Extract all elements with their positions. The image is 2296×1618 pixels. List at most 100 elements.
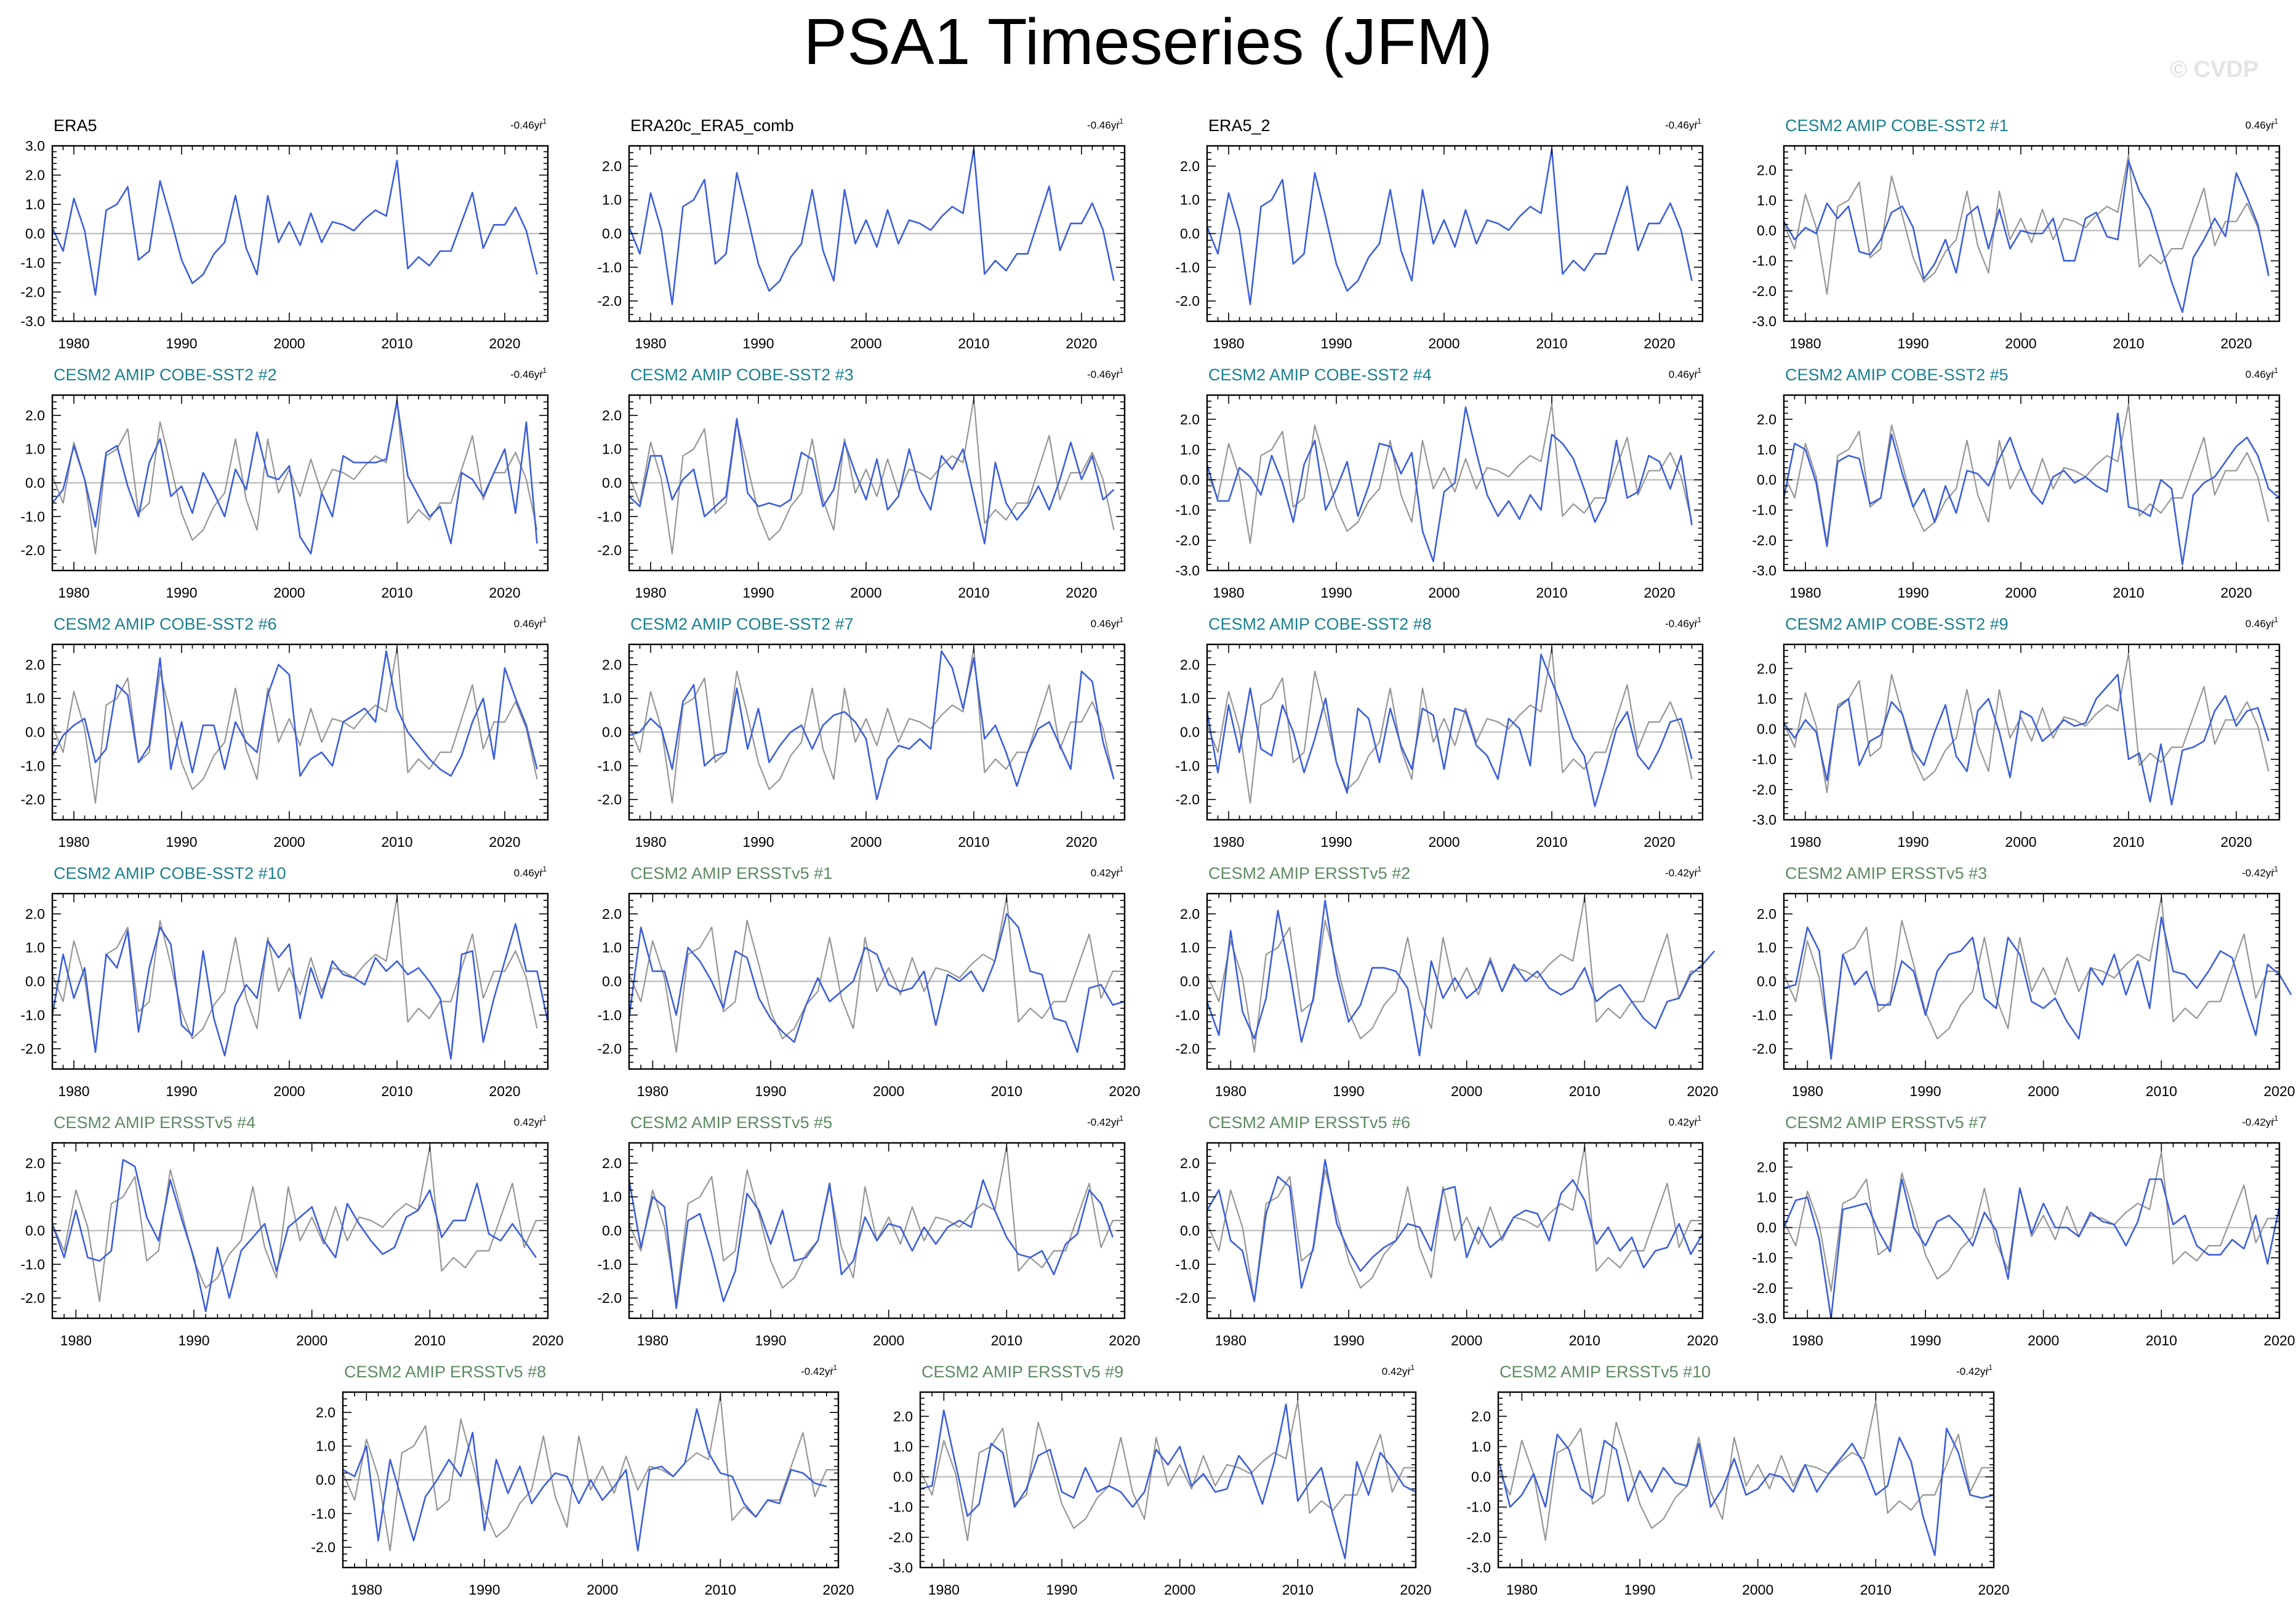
x-tick-label: 1990	[1909, 1083, 1941, 1099]
trend-exponent: -1	[1117, 865, 1123, 873]
trend-exponent: -1	[1117, 366, 1123, 375]
x-tick-label: 2010	[958, 585, 989, 601]
x-tick-label: 2000	[1451, 1332, 1482, 1348]
timeseries-panel: CESM2 AMIP COBE-SST2 #9 0.46yr-1 -3.0 -2.0 -…	[1752, 615, 2281, 850]
y-tick-label: -3.0	[1466, 1560, 1491, 1576]
y-tick-label: -2.0	[1752, 283, 1776, 299]
y-tick-label: -1.0	[597, 1256, 622, 1272]
timeseries-panel: CESM2 AMIP ERSSTv5 #6 0.42yr-1 -2.0 -1.0 0.0…	[1175, 1113, 1718, 1348]
x-tick-label: 2020	[1644, 335, 1675, 351]
x-tick-label: 2010	[705, 1582, 736, 1598]
x-tick-label: 2020	[2220, 834, 2252, 850]
x-tick-label: 2010	[2146, 1332, 2177, 1348]
series-line-model	[51, 650, 538, 777]
x-tick-label: 1980	[351, 1582, 382, 1598]
panel-title: CESM2 AMIP COBE-SST2 #6	[54, 615, 277, 633]
y-tick-label: 1.0	[25, 441, 45, 457]
x-tick-label: 2010	[2113, 585, 2144, 601]
y-tick-label: 0.0	[1180, 724, 1200, 740]
series-line-observed	[628, 896, 1125, 1053]
x-tick-label: 2020	[1644, 834, 1675, 850]
y-tick-label: -3.0	[1752, 563, 1776, 579]
series-line-model	[628, 913, 1125, 1053]
y-tick-label: -3.0	[1175, 563, 1200, 579]
panel-title: CESM2 AMIP COBE-SST2 #8	[1208, 615, 1432, 633]
timeseries-panel: CESM2 AMIP COBE-SST2 #6 0.46yr-1 -2.0 -1.0 0…	[20, 615, 549, 850]
series-line-model	[628, 148, 1115, 305]
y-tick-label: 1.0	[1180, 691, 1200, 707]
x-tick-label: 2020	[2220, 585, 2252, 601]
x-tick-label: 1980	[58, 834, 89, 850]
y-tick-label: 0.0	[602, 475, 622, 491]
trend-exponent: -1	[2271, 366, 2278, 375]
y-tick-label: 1.0	[316, 1438, 335, 1454]
series-line-model	[51, 401, 538, 555]
x-tick-label: 1980	[1215, 1332, 1246, 1348]
y-tick-label: 2.0	[1180, 1155, 1200, 1171]
series-line-model	[51, 1159, 537, 1313]
trend-exponent: -1	[540, 117, 547, 126]
series-line-model	[1783, 673, 2270, 806]
y-tick-label: 0.0	[1757, 974, 1776, 990]
y-tick-label: 0.0	[1757, 721, 1776, 737]
x-tick-label: 2010	[958, 335, 989, 351]
y-tick-label: 2.0	[1757, 660, 1776, 676]
y-tick-label: 2.0	[602, 407, 622, 423]
trend-label: 0.42yr	[1382, 1366, 1411, 1377]
timeseries-panel: CESM2 AMIP COBE-SST2 #8 -0.46yr-1 -2.0 -1.0…	[1175, 615, 1704, 850]
series-line-observed	[1783, 652, 2270, 793]
x-tick-label: 2000	[1428, 585, 1459, 601]
x-tick-label: 1980	[1215, 1083, 1246, 1099]
y-tick-label: -2.0	[1175, 791, 1200, 807]
series-line-model	[342, 1408, 827, 1552]
trend-exponent: -1	[1117, 1114, 1123, 1123]
series-line-observed	[51, 1145, 548, 1302]
panel-title: CESM2 AMIP ERSSTv5 #10	[1499, 1363, 1711, 1381]
x-tick-label: 2000	[1451, 1083, 1482, 1099]
y-tick-label: 0.0	[1471, 1469, 1491, 1485]
x-tick-label: 2020	[489, 335, 520, 351]
timeseries-panel: ERA5_2 -0.46yr-1 -2.0 -1.0 0.0 1.0 2.0 1980 1990…	[1175, 116, 1704, 351]
watermark-text: © CVDP	[2170, 57, 2259, 82]
y-tick-label: 0.0	[602, 974, 622, 990]
x-tick-label: 1980	[928, 1582, 960, 1598]
y-tick-label: 1.0	[602, 940, 622, 956]
series-line-observed	[1783, 1151, 2279, 1292]
x-tick-label: 2000	[873, 1083, 904, 1099]
x-tick-label: 2020	[1400, 1582, 1431, 1598]
x-tick-label: 1990	[166, 834, 197, 850]
panel-title: CESM2 AMIP ERSSTv5 #2	[1208, 864, 1410, 883]
y-tick-label: 1.0	[1180, 441, 1200, 457]
series-line-model	[628, 418, 1115, 545]
y-tick-label: -1.0	[888, 1499, 913, 1515]
y-tick-label: 1.0	[1757, 940, 1776, 956]
y-tick-label: 2.0	[602, 657, 622, 673]
trend-exponent: -1	[2271, 1114, 2278, 1123]
x-tick-label: 1990	[1333, 1083, 1364, 1099]
x-tick-label: 1980	[1213, 585, 1244, 601]
y-tick-label: -3.0	[20, 313, 45, 329]
y-tick-label: 1.0	[1757, 441, 1776, 457]
x-tick-label: 1980	[635, 585, 666, 601]
series-line-observed	[1783, 154, 2270, 295]
trend-label: -0.42yr	[2242, 1116, 2274, 1128]
y-tick-label: -2.0	[597, 1290, 622, 1306]
timeseries-panel: CESM2 AMIP ERSSTv5 #8 -0.42yr-1 -2.0 -1.0 0.…	[311, 1363, 854, 1598]
y-tick-label: -2.0	[1752, 1041, 1776, 1057]
series-line-observed	[1498, 1400, 1994, 1541]
timeseries-panel: CESM2 AMIP ERSSTv5 #1 0.42yr-1 -2.0 -1.0 0.0…	[597, 864, 1140, 1099]
series-line-observed	[628, 398, 1115, 555]
y-tick-label: -1.0	[20, 508, 45, 524]
y-tick-label: 1.0	[25, 1189, 45, 1205]
y-tick-label: -1.0	[597, 758, 622, 774]
x-tick-label: 2020	[2263, 1083, 2295, 1099]
panel-title: ERA5	[54, 116, 97, 135]
x-tick-label: 1980	[1789, 585, 1821, 601]
panel-title: CESM2 AMIP ERSSTv5 #4	[54, 1113, 255, 1132]
trend-exponent: -1	[1695, 366, 1701, 375]
trend-exponent: -1	[1695, 615, 1701, 624]
y-tick-label: -2.0	[20, 542, 45, 558]
x-tick-label: 2010	[381, 834, 412, 850]
y-tick-label: 2.0	[25, 657, 45, 673]
x-tick-label: 2010	[1536, 834, 1567, 850]
